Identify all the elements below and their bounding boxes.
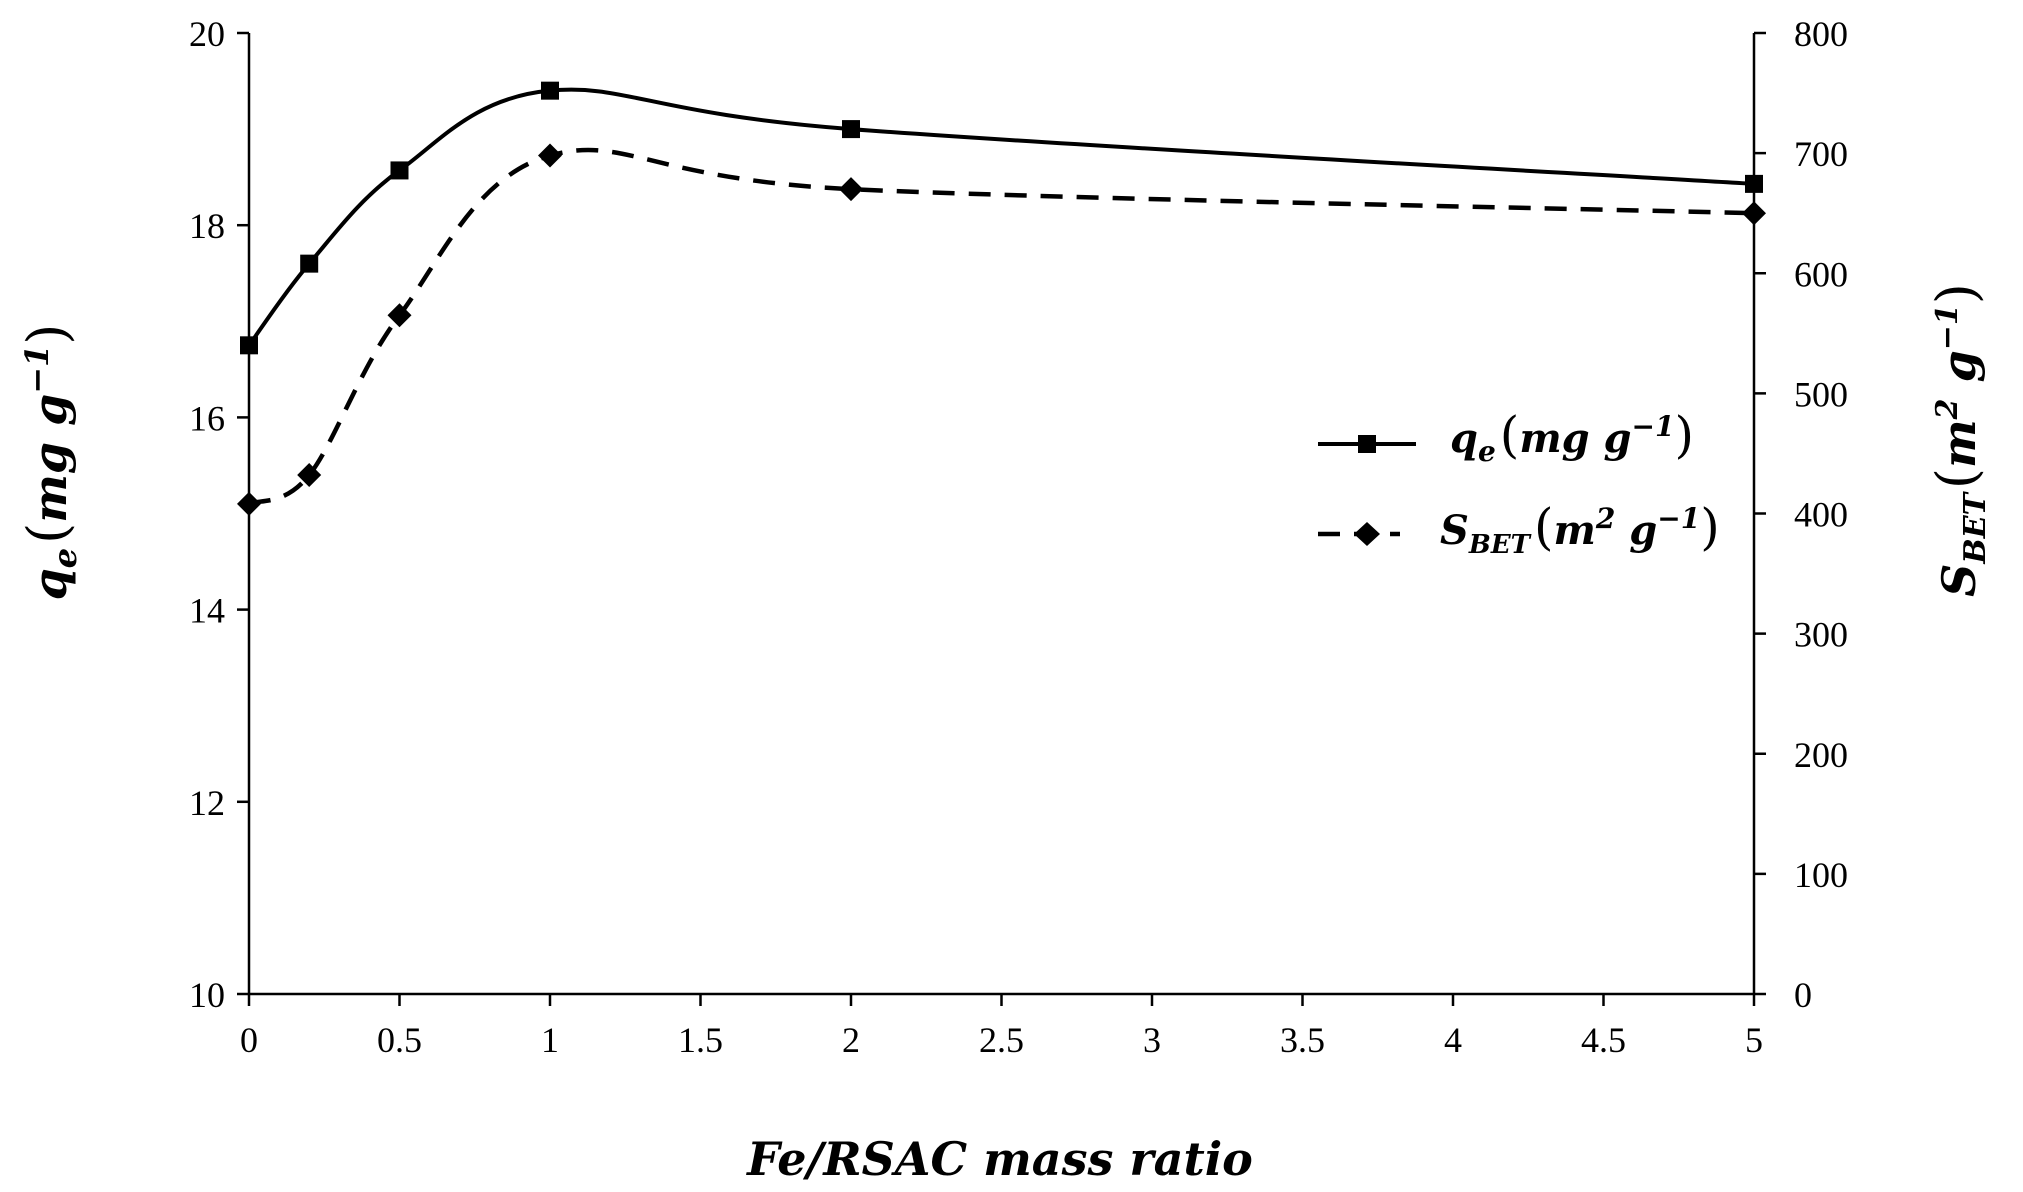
legend-marker-sbet [1354,522,1380,546]
legend-qe-open: ( [1500,406,1520,464]
point-sbet [237,491,261,516]
left-title-open: ( [16,523,79,544]
legend-qe-exp: −1 [1632,410,1675,443]
right-y-tick-label: 800 [1794,14,1848,54]
series-sbet [237,143,1766,516]
right-y-tick-label: 200 [1794,735,1848,775]
series-qe [240,81,1763,355]
left-y-tick-label: 12 [189,783,225,823]
left-title-main: q [23,568,77,600]
legend-entry-qe: qe(mg g−1) [1318,406,1694,468]
series-layer [237,81,1766,516]
left-y-tick-label: 10 [189,975,225,1015]
legend-entry-sbet: SBET(m2 g−1) [1318,498,1720,560]
left-y-tick-label: 20 [189,14,225,54]
point-sbet [297,463,322,488]
legend-marker-qe [1358,435,1376,453]
left-title-unit: mg g [23,394,77,523]
right-title-main: S [1932,564,1986,597]
legend-qe-sub: e [1478,435,1496,468]
legend-sbet-open: ( [1534,498,1554,556]
x-axis-title: Fe/RSAC mass ratio [745,1132,1253,1186]
legend-sbet-unit-2: g [1615,507,1657,554]
x-tick-label: 4 [1444,1020,1462,1060]
right-y-tick-label: 400 [1794,495,1848,535]
x-tick-label: 3 [1143,1020,1161,1060]
x-tick-label: 0.5 [377,1020,422,1060]
right-y-tick-label: 600 [1794,254,1848,294]
legend-sbet-exp-1: 2 [1595,502,1615,535]
legend-qe-close: ) [1674,406,1694,464]
series-line-qe [247,87,1755,347]
right-title-open: ( [1925,468,1988,489]
axes [247,33,1756,996]
left-y-tick-label: 14 [189,591,225,631]
legend-sbet-main: S [1440,507,1469,554]
right-y-axis-title: SBET(m2 g−1) [1925,283,1993,597]
legend: qe(mg g−1) SBET(m2 g−1) [1318,406,1720,560]
ticks [237,31,1766,1006]
legend-qe-main: q [1450,415,1478,462]
x-tick-label: 1.5 [678,1020,723,1060]
left-y-axis-title: qe (mg g−1) [16,324,84,601]
x-tick-label: 0 [240,1020,258,1060]
point-qe [1745,174,1763,193]
x-tick-label: 2.5 [979,1020,1024,1060]
left-y-tick-label: 16 [189,398,225,438]
x-tick-label: 5 [1745,1020,1763,1060]
point-qe [240,336,258,355]
tick-labels: 0 0.5 1 1.5 2 2.5 3 3.5 4 4.5 51012141618200100200… [189,14,1848,1060]
legend-sbet-close: ) [1700,498,1720,556]
right-title-unit-1: m [1932,419,1986,468]
x-tick-label: 4.5 [1581,1020,1626,1060]
right-title-close: ) [1925,283,1988,304]
right-y-tick-label: 0 [1794,975,1812,1015]
point-sbet [839,177,863,202]
legend-label-qe: qe(mg g−1) [1450,406,1694,468]
series-line-sbet [248,147,1755,507]
right-y-tick-label: 300 [1794,615,1848,655]
left-title-close: ) [16,324,79,345]
point-sbet [1742,201,1766,226]
left-title-exp: −1 [18,345,56,394]
legend-sbet-sub: BET [1468,530,1532,560]
right-title-sub: BET [1958,490,1993,564]
right-title-exp-2: −1 [1930,304,1965,350]
point-qe [390,161,409,180]
x-tick-label: 3.5 [1280,1020,1325,1060]
right-title-unit-2: g [1932,350,1986,398]
x-tick-label: 1 [541,1020,559,1060]
left-title-sub: e [46,548,84,568]
point-sbet [387,303,412,328]
legend-sbet-exp-2: −1 [1657,502,1700,535]
legend-qe-unit: mg g [1519,415,1631,462]
legend-sbet-unit-1: m [1554,507,1596,554]
right-y-tick-label: 100 [1794,855,1848,895]
point-qe [541,81,559,100]
point-qe [842,120,860,139]
left-y-tick-label: 18 [189,206,225,246]
point-qe [300,254,319,273]
x-tick-label: 2 [842,1020,860,1060]
right-y-tick-label: 700 [1794,134,1848,174]
point-sbet [538,143,562,168]
right-title-exp-1: 2 [1930,398,1965,420]
legend-label-sbet: SBET(m2 g−1) [1440,498,1720,560]
right-y-tick-label: 500 [1794,374,1848,414]
